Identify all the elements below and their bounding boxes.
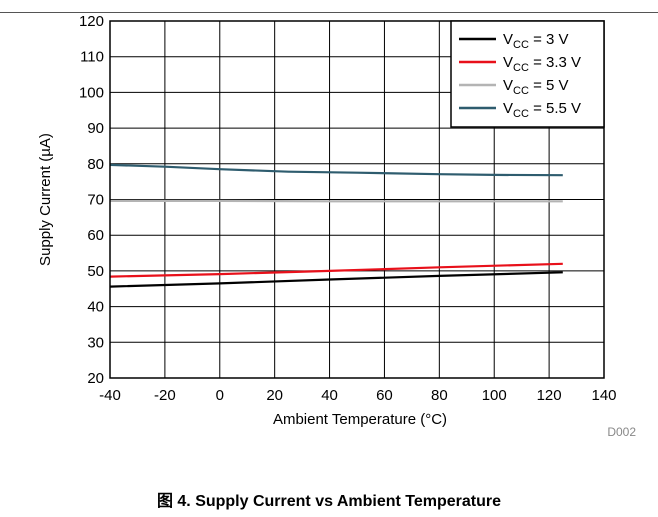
x-tick-label: 0 xyxy=(216,387,224,404)
legend-label: VCC = 3 V xyxy=(503,31,569,51)
y-tick-label: 60 xyxy=(87,227,104,244)
y-tick-label: 120 xyxy=(79,13,104,30)
series-line xyxy=(109,163,563,177)
y-tick-label: 30 xyxy=(87,334,104,351)
y-tick-label: 20 xyxy=(87,370,104,387)
y-axis-label-prefix: Supply Current ( xyxy=(37,157,54,266)
plot-area-frame xyxy=(109,20,605,379)
legend-entry: VCC = 3.3 V xyxy=(459,54,581,74)
x-axis-label: Ambient Temperature (°C) xyxy=(273,411,447,428)
chart: -40 -20 0 20 40 60 80 100 120 140 20 30 40 50 60 70 80 90… xyxy=(37,13,636,439)
legend-entries: VCC = 3 V VCC = 3.3 V VCC = 5 V VCC = 5.5 V xyxy=(459,31,581,120)
top-rule xyxy=(0,12,658,13)
series-lines xyxy=(109,163,563,288)
legend-label: VCC = 5.5 V xyxy=(503,100,581,120)
x-tick-label: 100 xyxy=(482,387,507,404)
y-tick-label: 80 xyxy=(87,156,104,173)
y-tick-label: 90 xyxy=(87,120,104,137)
chart-id-label: D002 xyxy=(607,425,636,439)
x-tick-label: 120 xyxy=(537,387,562,404)
y-axis-label-unit: µA xyxy=(37,138,54,157)
tick-labels: -40 -20 0 20 40 60 80 100 120 140 20 30 40 50 60 70 80 90… xyxy=(79,13,617,404)
x-tick-label: 60 xyxy=(376,387,393,404)
y-tick-label: 110 xyxy=(80,49,104,66)
x-tick-label: 20 xyxy=(266,387,283,404)
legend-label: VCC = 3.3 V xyxy=(503,54,581,74)
legend-entry: VCC = 5.5 V xyxy=(459,100,581,120)
x-tick-label: 40 xyxy=(321,387,338,404)
y-axis-label-suffix: ) xyxy=(37,133,54,138)
x-tick-label: -40 xyxy=(99,387,121,404)
x-tick-label: 80 xyxy=(431,387,448,404)
y-tick-label: 40 xyxy=(87,299,104,316)
y-tick-label: 50 xyxy=(87,263,104,280)
x-tick-label: -20 xyxy=(154,387,176,404)
legend-label: VCC = 5 V xyxy=(503,77,569,97)
series-line xyxy=(109,271,563,288)
y-axis-label: Supply Current (µA) xyxy=(37,133,54,266)
figure-caption: 图 4. Supply Current vs Ambient Temperatu… xyxy=(156,493,502,510)
y-tick-label: 70 xyxy=(87,192,104,209)
legend: VCC = 3 V VCC = 3.3 V VCC = 5 V VCC = 5.5 V xyxy=(450,20,605,128)
legend-entry: VCC = 3 V xyxy=(459,31,569,51)
y-tick-label: 100 xyxy=(79,84,104,101)
x-tick-label: 140 xyxy=(591,387,616,404)
series-line xyxy=(109,262,563,278)
legend-entry: VCC = 5 V xyxy=(459,77,569,97)
